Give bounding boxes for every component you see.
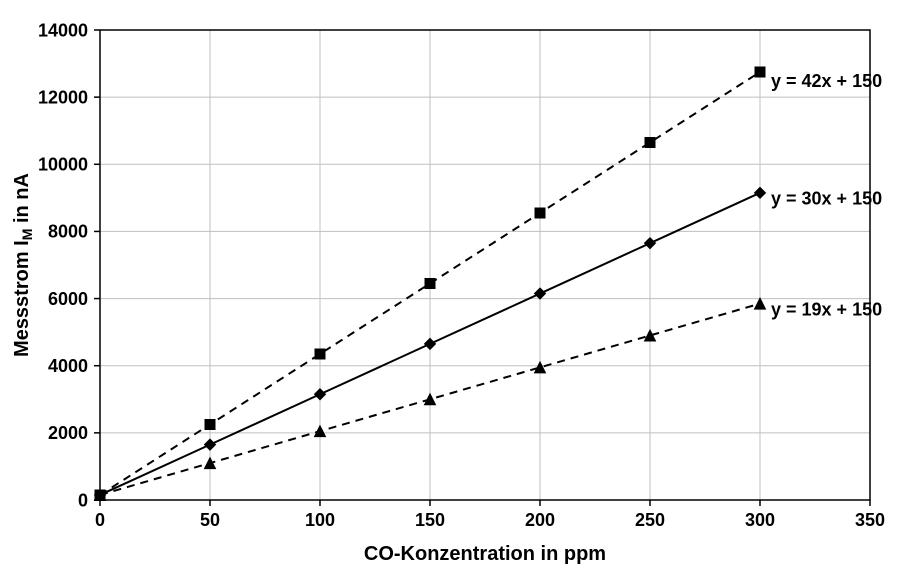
x-tick-label: 100 [305, 510, 335, 530]
series-marker-upper [425, 278, 435, 288]
series-marker-upper [205, 419, 215, 429]
chart-svg: y = 42x + 150 y = 30x + 150 y = 19x + 150 0… [0, 0, 908, 586]
x-tick-label: 300 [745, 510, 775, 530]
y-axis-label: Messstrom IM in nA [11, 173, 35, 357]
series-marker-upper [645, 137, 655, 147]
chart-container: y = 42x + 150 y = 30x + 150 y = 19x + 150 0… [0, 0, 908, 586]
x-tick-label: 50 [200, 510, 220, 530]
x-axis-label: CO-Konzentration in ppm [364, 543, 606, 565]
y-tick-label: 0 [78, 490, 88, 510]
y-tick-label: 14000 [38, 20, 88, 40]
y-tick-label: 6000 [48, 289, 88, 309]
x-tick-label: 150 [415, 510, 445, 530]
series-annotation-middle: y = 30x + 150 [771, 189, 882, 209]
series-annotation-lower: y = 19x + 150 [771, 299, 882, 319]
x-tick-label: 250 [635, 510, 665, 530]
y-tick-label: 12000 [38, 87, 88, 107]
y-tick-label: 8000 [48, 222, 88, 242]
series-marker-upper [315, 349, 325, 359]
y-tick-label: 4000 [48, 356, 88, 376]
series-marker-upper [535, 208, 545, 218]
x-tick-label: 200 [525, 510, 555, 530]
series-annotation-upper: y = 42x + 150 [771, 71, 882, 91]
y-tick-label: 10000 [38, 155, 88, 175]
y-axis-label-group: Messstrom IM in nA [11, 173, 35, 357]
x-tick-label: 0 [95, 510, 105, 530]
x-tick-label: 350 [855, 510, 885, 530]
y-tick-label: 2000 [48, 423, 88, 443]
series-marker-upper [755, 67, 765, 77]
